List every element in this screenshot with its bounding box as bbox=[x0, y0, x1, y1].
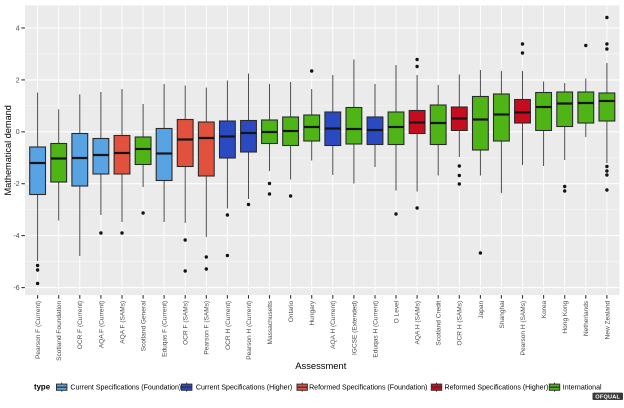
svg-text:Assessment: Assessment bbox=[295, 360, 346, 371]
svg-text:OCR F (SAMs): OCR F (SAMs) bbox=[183, 301, 190, 345]
svg-text:AQA F (Current): AQA F (Current) bbox=[98, 301, 105, 348]
svg-text:Scotland General: Scotland General bbox=[141, 300, 148, 351]
svg-text:AQA F (SAMs): AQA F (SAMs) bbox=[119, 301, 126, 344]
svg-text:type: type bbox=[34, 383, 51, 392]
svg-text:OCR H (Current): OCR H (Current) bbox=[225, 301, 232, 350]
svg-text:AQA H (Current): AQA H (Current) bbox=[330, 301, 337, 349]
svg-text:Hungary: Hungary bbox=[309, 300, 316, 325]
svg-text:Pearson F (SAMs): Pearson F (SAMs) bbox=[204, 301, 211, 355]
svg-text:-6: -6 bbox=[13, 285, 19, 292]
svg-text:Eduqas F (Current): Eduqas F (Current) bbox=[162, 301, 169, 357]
svg-text:OFQUAL: OFQUAL bbox=[595, 395, 620, 401]
svg-text:-2: -2 bbox=[13, 181, 19, 188]
svg-text:Massachusetts: Massachusetts bbox=[267, 300, 274, 344]
svg-text:Scotland Foundation: Scotland Foundation bbox=[56, 300, 63, 360]
svg-text:OCR H (SAMs): OCR H (SAMs) bbox=[457, 301, 464, 346]
svg-text:Reformed Specifications (Highe: Reformed Specifications (Higher) bbox=[445, 384, 549, 391]
svg-text:New Zealand: New Zealand bbox=[604, 300, 611, 339]
svg-text:Reformed Specifications (Found: Reformed Specifications (Foundation) bbox=[309, 384, 427, 391]
svg-text:Hong Kong: Hong Kong bbox=[562, 300, 569, 333]
svg-text:-4: -4 bbox=[13, 233, 19, 240]
svg-text:Netherlands: Netherlands bbox=[583, 300, 590, 336]
svg-text:Japan: Japan bbox=[478, 300, 485, 318]
svg-text:International: International bbox=[563, 384, 602, 391]
svg-text:Shanghai: Shanghai bbox=[499, 300, 506, 328]
svg-text:Pearson F (Current): Pearson F (Current) bbox=[35, 301, 42, 359]
svg-text:AQA H (SAMs): AQA H (SAMs) bbox=[415, 301, 422, 345]
svg-text:Mathematical demand: Mathematical demand bbox=[3, 105, 13, 195]
svg-text:OCR F (Current): OCR F (Current) bbox=[77, 301, 84, 349]
svg-text:4: 4 bbox=[16, 25, 20, 32]
svg-text:Eduqas H (Current): Eduqas H (Current) bbox=[372, 301, 379, 358]
svg-text:Current Specifications (Higher: Current Specifications (Higher) bbox=[196, 384, 292, 391]
svg-text:Ontario: Ontario bbox=[288, 300, 295, 322]
svg-text:Pearson H (Current): Pearson H (Current) bbox=[246, 301, 253, 360]
svg-text:IGCSE (Extended): IGCSE (Extended) bbox=[351, 301, 358, 355]
svg-text:Pearson H (SAMs): Pearson H (SAMs) bbox=[520, 301, 527, 356]
svg-text:0: 0 bbox=[16, 129, 20, 136]
svg-text:Korea: Korea bbox=[541, 300, 548, 318]
svg-text:Scotland Credit: Scotland Credit bbox=[436, 301, 443, 346]
svg-text:2: 2 bbox=[16, 77, 20, 84]
svg-text:Current Specifications (Founda: Current Specifications (Foundation) bbox=[70, 384, 181, 391]
svg-text:O Level: O Level bbox=[393, 300, 400, 323]
